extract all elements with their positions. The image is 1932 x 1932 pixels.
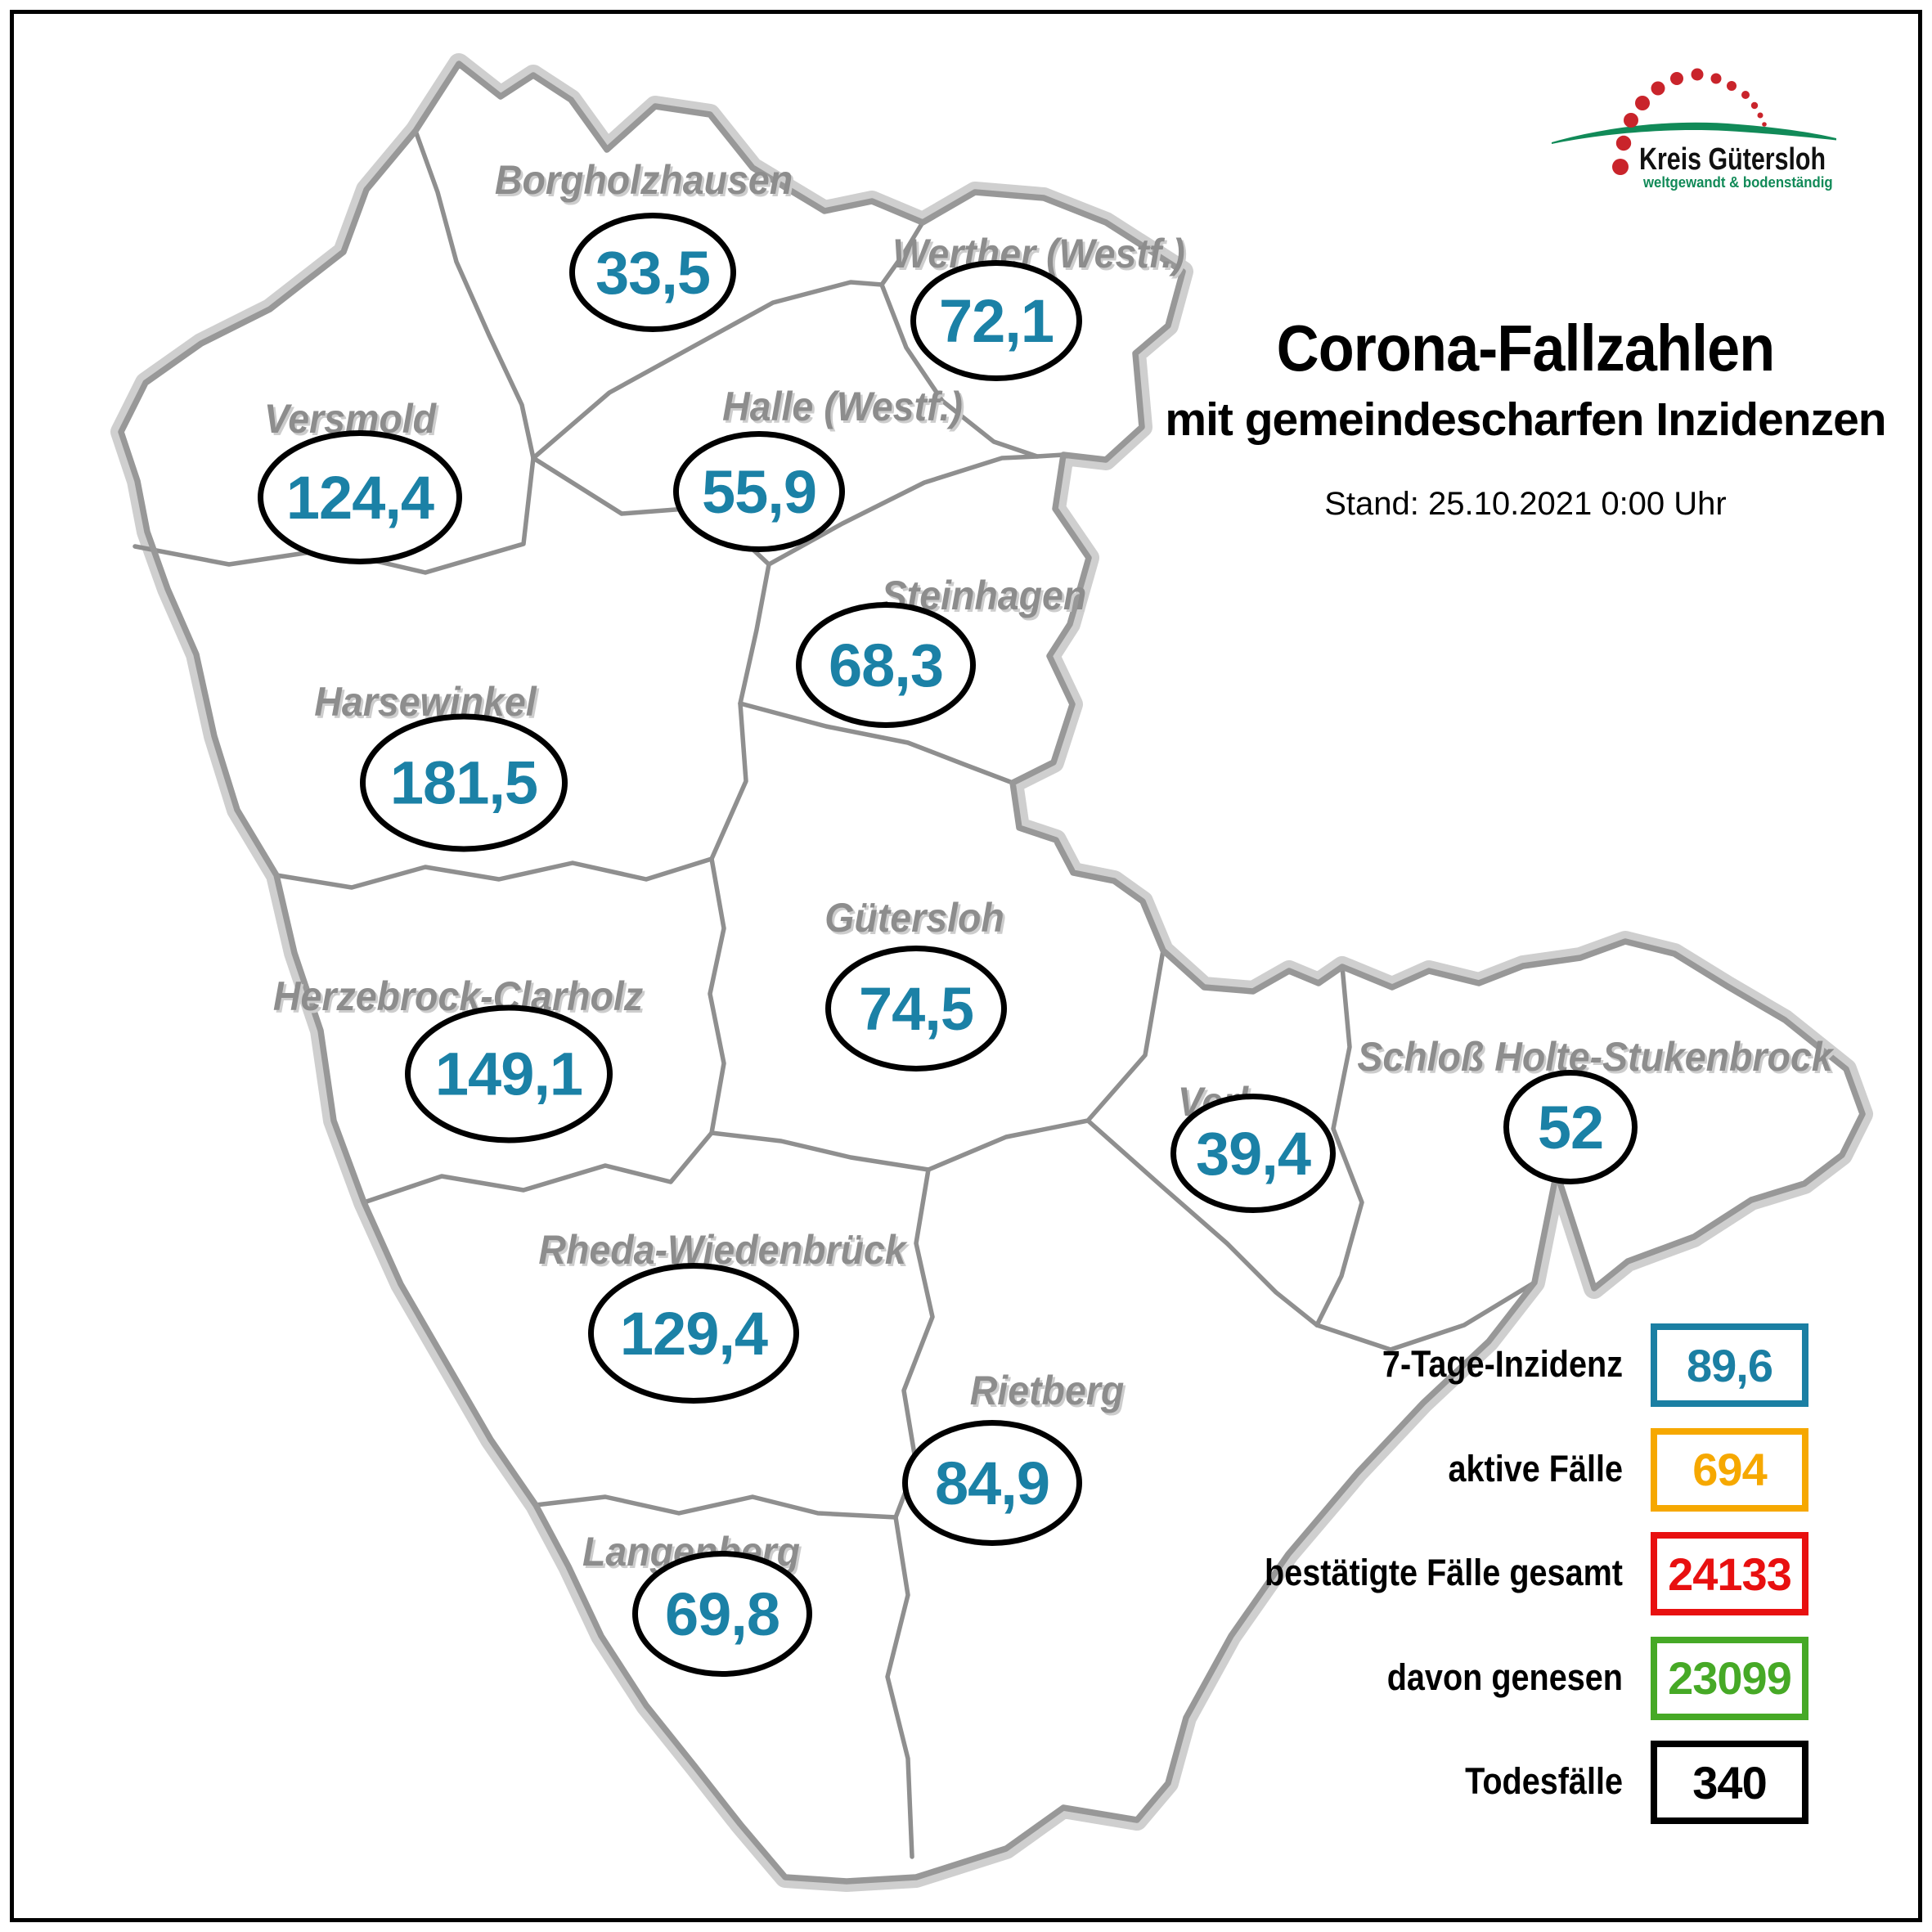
incidence-badge: 124,4	[258, 430, 462, 564]
legend-value: 24133	[1668, 1548, 1792, 1600]
incidence-value: 74,5	[858, 974, 974, 1043]
page-title: Corona-Fallzahlen	[1276, 312, 1776, 384]
incidence-value: 149,1	[434, 1040, 583, 1108]
municipality-label: Schloß Holte-Stukenbrock	[1357, 1034, 1833, 1080]
legend-value-box: 24133	[1651, 1532, 1808, 1615]
municipality-label: Herzebrock-Clarholz	[272, 973, 644, 1019]
incidence-value: 55,9	[701, 457, 817, 526]
incidence-value: 68,3	[828, 631, 944, 699]
legend-value-box: 340	[1651, 1741, 1808, 1824]
incidence-badge: 149,1	[405, 1004, 613, 1143]
incidence-badge: 74,5	[825, 946, 1007, 1072]
logo-graphic	[1552, 68, 1836, 175]
incidence-badge: 84,9	[902, 1420, 1082, 1546]
date-line: Stand: 25.10.2021 0:00 Uhr	[1324, 486, 1727, 522]
district-fill	[121, 64, 1862, 1881]
incidence-value: 181,5	[389, 748, 538, 817]
incidence-value: 69,8	[664, 1579, 780, 1648]
legend-value: 694	[1692, 1444, 1767, 1495]
incidence-badge: 181,5	[360, 713, 568, 852]
incidence-badge: 33,5	[569, 213, 736, 332]
incidence-value: 33,5	[595, 238, 711, 307]
incidence-badge: 55,9	[673, 431, 845, 552]
logo-swoosh	[1552, 122, 1836, 144]
legend-label: aktive Fälle	[1448, 1447, 1623, 1489]
municipality-label: Halle (Westf.)	[722, 384, 963, 429]
incidence-value: 72,1	[938, 286, 1054, 355]
legend-value-box: 23099	[1651, 1636, 1808, 1720]
legend-value-box: 89,6	[1651, 1323, 1808, 1407]
incidence-badge: 72,1	[910, 260, 1082, 381]
incidence-value: 129,4	[619, 1299, 768, 1368]
logo-tagline: weltgewandt & bodenständig	[1643, 174, 1833, 191]
legend-value: 89,6	[1687, 1339, 1773, 1391]
incidence-badge: 69,8	[632, 1551, 812, 1677]
municipal-boundaries	[133, 128, 1537, 1859]
header: Corona-Fallzahlen mit gemeindescharfen I…	[1137, 311, 1914, 523]
legend-value: 340	[1692, 1756, 1767, 1808]
legend-value: 23099	[1668, 1652, 1792, 1704]
logo-dot-arc	[1612, 68, 1767, 175]
page-subtitle: mit gemeindescharfen Inzidenzen	[1165, 393, 1886, 446]
municipality-label: Gütersloh	[824, 895, 1004, 941]
incidence-badge: 68,3	[796, 602, 976, 728]
legend-label: davon genesen	[1386, 1656, 1623, 1698]
legend-value-box: 694	[1651, 1427, 1808, 1512]
legend-label: Todesfälle	[1465, 1760, 1623, 1802]
incidence-value: 84,9	[934, 1449, 1050, 1517]
legend-label: 7-Tage-Inzidenz	[1382, 1343, 1623, 1385]
district-outline	[118, 61, 1866, 1885]
municipality-label: Rietberg	[969, 1368, 1125, 1413]
incidence-badge: 52	[1503, 1070, 1638, 1184]
legend-label: bestätigte Fälle gesamt	[1265, 1552, 1623, 1593]
municipality-label: Borgholzhausen	[494, 157, 793, 203]
logo-org-name: Kreis Gütersloh	[1639, 142, 1826, 177]
incidence-value: 52	[1537, 1093, 1604, 1161]
incidence-badge: 129,4	[588, 1263, 799, 1404]
incidence-badge: 39,4	[1170, 1094, 1336, 1213]
incidence-value: 39,4	[1195, 1119, 1311, 1188]
incidence-value: 124,4	[285, 463, 434, 532]
